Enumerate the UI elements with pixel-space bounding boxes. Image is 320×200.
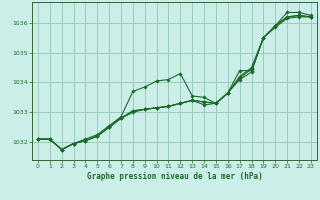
X-axis label: Graphe pression niveau de la mer (hPa): Graphe pression niveau de la mer (hPa) [86, 172, 262, 181]
